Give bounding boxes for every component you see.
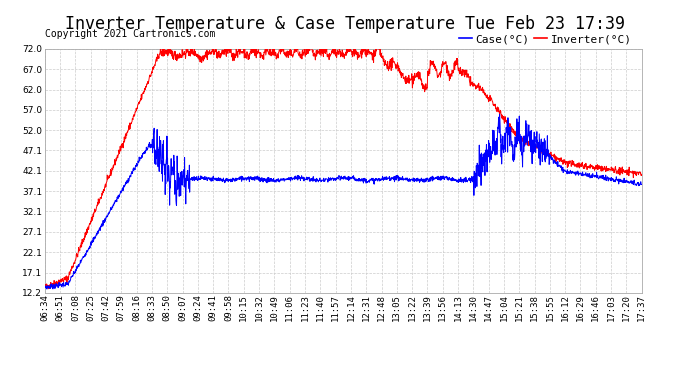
Legend: Case(°C), Inverter(°C): Case(°C), Inverter(°C) bbox=[455, 30, 636, 49]
Text: Copyright 2021 Cartronics.com: Copyright 2021 Cartronics.com bbox=[45, 29, 215, 39]
Text: Inverter Temperature & Case Temperature Tue Feb 23 17:39: Inverter Temperature & Case Temperature … bbox=[65, 15, 625, 33]
